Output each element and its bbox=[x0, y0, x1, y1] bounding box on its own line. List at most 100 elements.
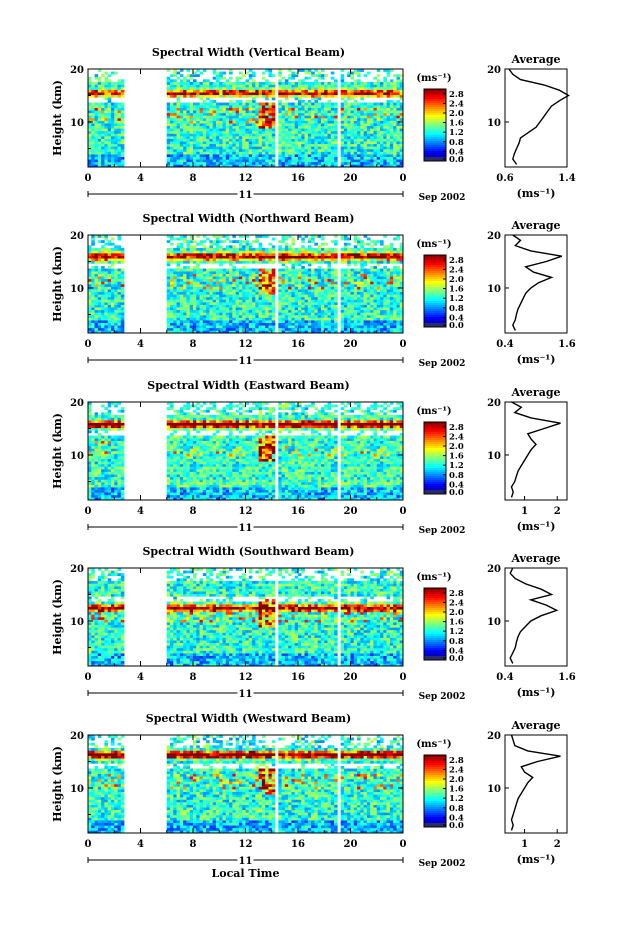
heatmap-cell bbox=[97, 107, 102, 111]
heatmap-cell bbox=[88, 87, 92, 90]
heatmap-cell bbox=[222, 136, 227, 139]
heatmap-cell bbox=[248, 258, 253, 262]
heatmap-cell bbox=[176, 312, 181, 316]
heatmap-cell bbox=[104, 276, 108, 280]
heatmap-cell bbox=[314, 309, 318, 313]
heatmap-cell bbox=[311, 123, 315, 127]
heatmap-cell bbox=[183, 151, 187, 155]
heatmap-cell bbox=[271, 286, 276, 290]
heatmap-cell bbox=[170, 309, 174, 313]
heatmap-cell bbox=[363, 159, 368, 163]
heatmap-cell bbox=[248, 161, 253, 165]
heatmap-cell bbox=[219, 143, 223, 147]
heatmap-cell bbox=[196, 284, 200, 287]
heatmap-cell bbox=[206, 291, 210, 295]
heatmap-cell bbox=[252, 115, 256, 119]
heatmap-cell bbox=[176, 330, 181, 334]
heatmap-cell bbox=[373, 138, 378, 142]
heatmap-cell bbox=[301, 253, 305, 256]
heatmap-cell bbox=[284, 92, 289, 96]
heatmap-cell bbox=[353, 92, 358, 96]
heatmap-cell bbox=[229, 273, 233, 277]
heatmap-cell bbox=[245, 71, 250, 75]
heatmap-cell bbox=[271, 133, 276, 137]
heatmap-cell bbox=[265, 268, 269, 272]
heatmap-cell bbox=[373, 81, 378, 85]
heatmap-cell bbox=[248, 84, 253, 88]
heatmap-cell bbox=[199, 247, 204, 251]
heatmap-cell bbox=[173, 247, 177, 251]
heatmap-cell bbox=[173, 260, 177, 264]
heatmap-cell bbox=[268, 138, 273, 142]
heatmap-cell bbox=[117, 276, 122, 280]
heatmap-cell bbox=[176, 141, 181, 145]
heatmap-cell bbox=[298, 105, 302, 108]
heatmap-cell bbox=[347, 125, 351, 129]
heatmap-cell bbox=[298, 136, 302, 139]
heatmap-cell bbox=[314, 159, 318, 163]
heatmap-cell bbox=[206, 312, 210, 316]
heatmap-cell bbox=[311, 312, 315, 316]
heatmap-cell bbox=[298, 314, 302, 318]
heatmap-cell bbox=[376, 81, 381, 85]
heatmap-cell bbox=[199, 133, 204, 137]
heatmap-cell bbox=[222, 164, 227, 168]
heatmap-cell bbox=[343, 94, 348, 98]
heatmap-cell bbox=[347, 92, 351, 96]
heatmap-cell bbox=[363, 136, 368, 139]
heatmap-cell bbox=[327, 255, 332, 259]
heatmap-cell bbox=[278, 74, 282, 78]
heatmap-cell bbox=[189, 278, 194, 282]
heatmap-cell bbox=[235, 284, 240, 287]
heatmap-cell bbox=[307, 294, 312, 298]
heatmap-cell bbox=[232, 322, 236, 326]
heatmap-cell bbox=[206, 276, 210, 280]
heatmap-cell bbox=[189, 120, 194, 124]
heatmap-cell bbox=[232, 317, 236, 321]
heatmap-cell bbox=[209, 123, 213, 127]
heatmap-cell bbox=[173, 138, 177, 142]
heatmap-cell bbox=[209, 240, 213, 244]
heatmap-cell bbox=[242, 89, 246, 93]
heatmap-cell bbox=[383, 151, 387, 155]
heatmap-cell bbox=[97, 271, 102, 274]
heatmap-cell bbox=[311, 148, 315, 152]
heatmap-cell bbox=[238, 161, 243, 165]
heatmap-cell bbox=[179, 271, 184, 274]
heatmap-cell bbox=[268, 120, 273, 124]
heatmap-cell bbox=[255, 141, 259, 145]
heatmap-cell bbox=[101, 265, 105, 269]
heatmap-cell bbox=[291, 281, 296, 285]
heatmap-cell bbox=[248, 128, 253, 132]
heatmap-cell bbox=[186, 159, 191, 163]
heatmap-cell bbox=[209, 250, 213, 254]
heatmap-cell bbox=[350, 133, 355, 137]
heatmap-cell bbox=[327, 281, 332, 285]
heatmap-cell bbox=[380, 154, 384, 157]
heatmap-cell bbox=[370, 156, 374, 160]
heatmap-cell bbox=[340, 312, 345, 316]
heatmap-cell bbox=[291, 258, 296, 262]
heatmap-cell bbox=[261, 330, 266, 334]
heatmap-cell bbox=[212, 89, 217, 93]
heatmap-cell bbox=[186, 265, 191, 269]
heatmap-cell bbox=[232, 240, 236, 244]
heatmap-cell bbox=[97, 79, 102, 83]
heatmap-cell bbox=[265, 94, 269, 98]
heatmap-cell bbox=[235, 247, 240, 251]
heatmap-cell bbox=[330, 84, 335, 88]
heatmap-cell bbox=[265, 133, 269, 137]
heatmap-cell bbox=[222, 247, 227, 251]
heatmap-cell bbox=[304, 307, 309, 311]
heatmap-cell bbox=[107, 81, 112, 85]
heatmap-cell bbox=[219, 278, 223, 282]
average-frame bbox=[504, 68, 568, 168]
heatmap-cell bbox=[225, 281, 230, 285]
heatmap-cell bbox=[363, 123, 368, 127]
heatmap-cell bbox=[242, 125, 246, 129]
heatmap-cell bbox=[363, 133, 368, 137]
heatmap-cell bbox=[311, 276, 315, 280]
heatmap-cell bbox=[245, 81, 250, 85]
heatmap-cell bbox=[107, 304, 112, 308]
heatmap-cell bbox=[235, 299, 240, 303]
